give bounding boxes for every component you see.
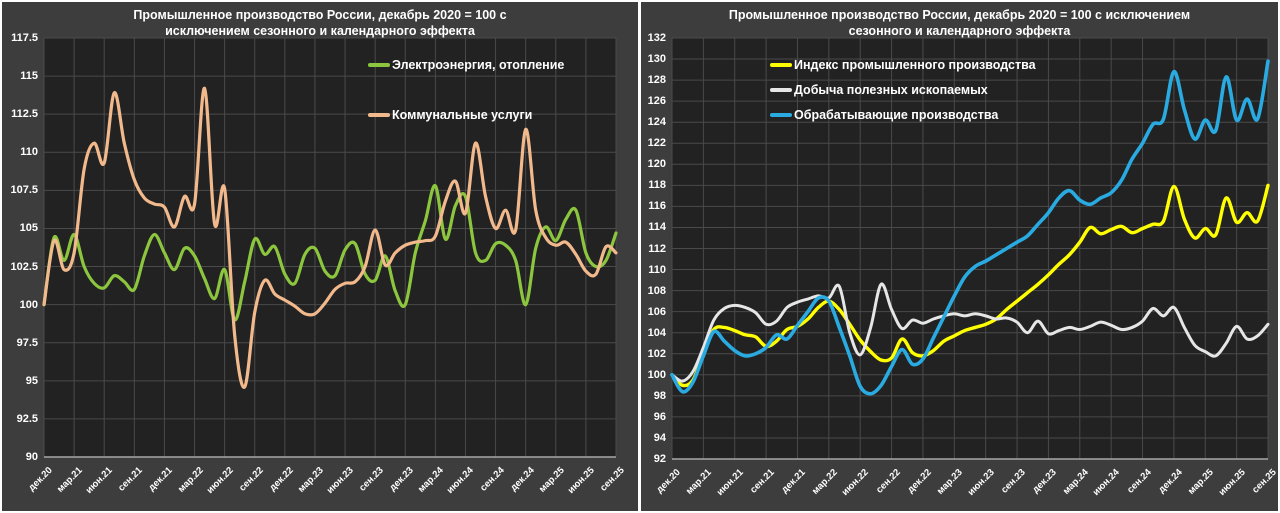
industrial-index-line-swatch-icon	[770, 63, 792, 67]
y-tick-label: 92.5	[16, 412, 38, 425]
y-tick-label: 132	[647, 32, 666, 44]
y-tick-label: 107.5	[10, 184, 38, 197]
legend-item-industrial-index: Индекс промышленного производства	[770, 56, 1036, 74]
series-line-2	[670, 59, 1270, 396]
y-tick-label: 96	[653, 410, 666, 423]
left-chart-panel: Промышленное производство России, декабр…	[2, 2, 638, 511]
y-tick-label: 114	[648, 221, 666, 234]
y-tick-label: 115	[20, 70, 38, 83]
legend-item-mining: Добыча полезных ископаемых	[770, 81, 1036, 99]
left-chart-title-line-2: исключением сезонного и календарного эфф…	[165, 24, 475, 38]
legend-item-electricity: Электроэнергия, отопление	[368, 56, 564, 74]
left-chart-title: Промышленное производство России, декабр…	[2, 7, 638, 39]
y-tick-label: 116	[648, 200, 666, 213]
left-chart-title-line-1: Промышленное производство России, декабр…	[133, 8, 507, 22]
y-tick-label: 118	[648, 179, 666, 192]
legend-item-label: Обрабатывающие производства	[794, 108, 999, 122]
y-tick-label: 95	[25, 374, 38, 387]
right-chart-title-line-2: сезонного и календарного эффекта	[848, 24, 1071, 38]
y-tick-label: 122	[647, 137, 666, 150]
y-tick-label: 112	[648, 242, 666, 255]
right-chart-legend: Индекс промышленного производства Добыча…	[770, 56, 1036, 124]
y-tick-label: 102.5	[10, 260, 38, 273]
legend-item-manufacturing: Обрабатывающие производства	[770, 106, 1036, 124]
right-chart-canvas	[670, 37, 1270, 460]
y-tick-label: 120	[647, 158, 666, 171]
utilities-line-swatch-icon	[368, 113, 390, 117]
series-line-1	[670, 282, 1270, 383]
y-tick-label: 108	[647, 284, 666, 297]
y-tick-label: 105	[19, 222, 38, 235]
y-tick-label: 94	[653, 431, 666, 444]
legend-item-label: Коммунальные услуги	[392, 108, 533, 122]
legend-item-label: Индекс промышленного производства	[794, 58, 1036, 72]
right-chart-title-line-1: Промышленное производство России, декабр…	[728, 8, 1191, 22]
y-tick-label: 112.5	[11, 108, 38, 121]
right-chart-panel: Промышленное производство России, декабр…	[641, 2, 1278, 511]
y-tick-label: 110	[648, 263, 666, 276]
y-tick-label: 124	[647, 116, 666, 129]
y-tick-label: 100	[647, 368, 666, 381]
y-tick-label: 106	[647, 305, 666, 318]
y-tick-label: 98	[653, 389, 666, 402]
legend-item-label: Электроэнергия, отопление	[392, 58, 565, 72]
series-line-0	[670, 183, 1270, 388]
y-tick-label: 126	[647, 95, 666, 108]
y-tick-label: 117.5	[11, 32, 38, 44]
legend-item-utilities: Коммунальные услуги	[368, 106, 564, 124]
y-tick-label: 130	[647, 53, 666, 66]
y-tick-label: 110	[20, 146, 38, 159]
y-tick-label: 90	[25, 451, 38, 463]
y-tick-label: 102	[647, 347, 666, 360]
y-tick-label: 100	[19, 298, 38, 311]
y-tick-label: 92	[653, 453, 666, 465]
series-line-1	[42, 86, 618, 389]
left-chart-legend: Электроэнергия, отопление Коммунальные у…	[368, 56, 564, 124]
y-tick-label: 128	[647, 74, 666, 87]
legend-item-label: Добыча полезных ископаемых	[794, 83, 988, 97]
mining-line-swatch-icon	[770, 88, 792, 92]
y-tick-label: 104	[647, 326, 666, 339]
manufacturing-line-swatch-icon	[770, 113, 792, 117]
right-chart-title: Промышленное производство России, декабр…	[641, 7, 1278, 39]
y-tick-label: 97.5	[16, 336, 38, 349]
series-line-0	[42, 184, 618, 322]
electricity-line-swatch-icon	[368, 63, 390, 67]
left-chart-canvas	[42, 37, 618, 458]
